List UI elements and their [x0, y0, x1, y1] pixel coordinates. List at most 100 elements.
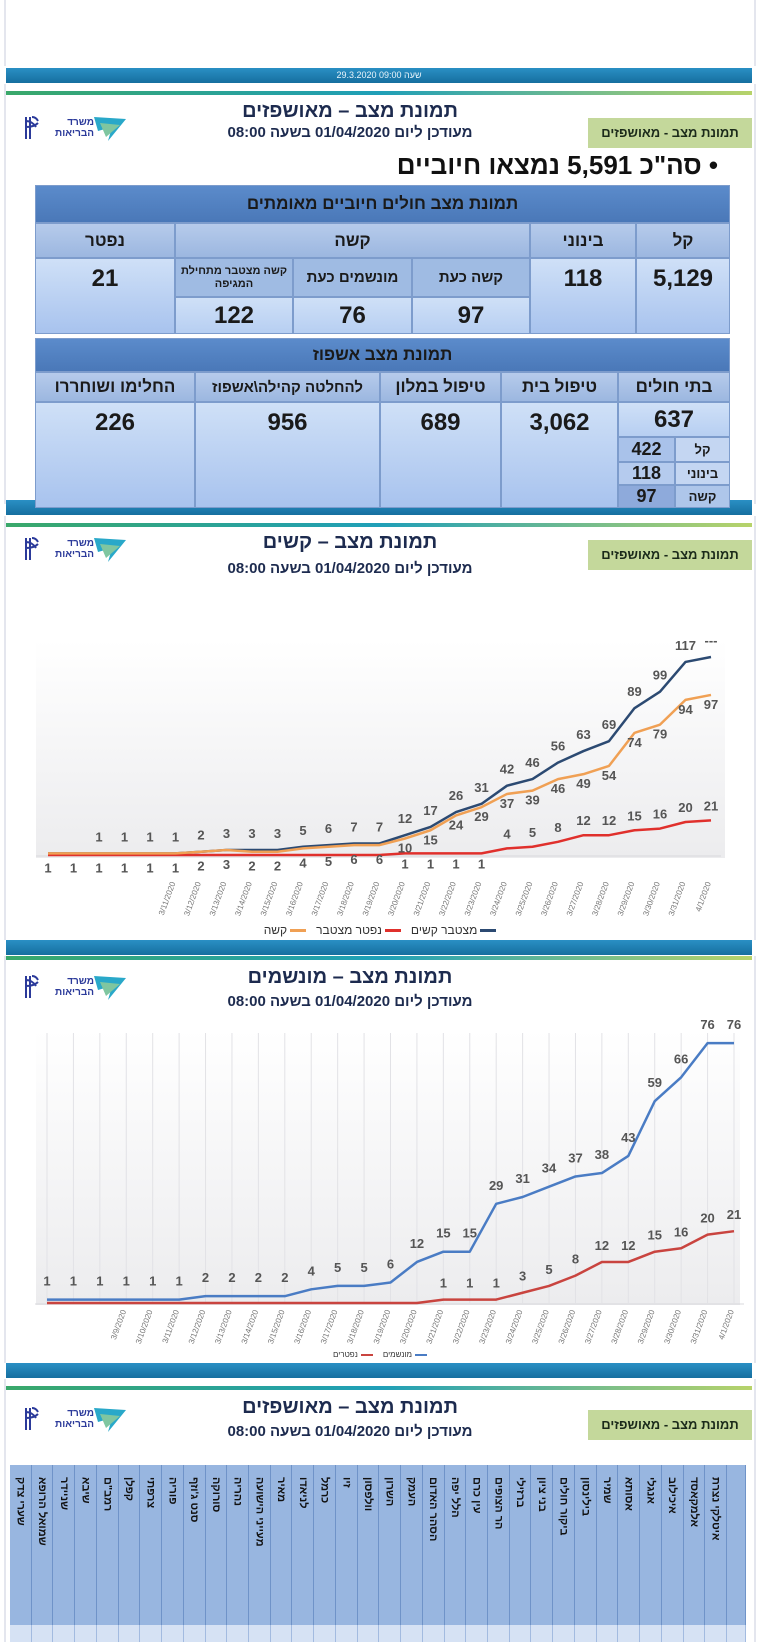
data-cell — [618, 1625, 641, 1642]
slide-subtitle: מעודכן ליום 01/04/2020 בשעה 08:00 — [227, 560, 473, 577]
data-cell — [574, 1625, 597, 1642]
legend-item: קשה — [263, 923, 307, 937]
legend-label: נפטר מצטבר — [316, 923, 382, 937]
table-title: תמונת מצב אשפוז — [35, 338, 730, 372]
section-label: תמונת מצב - מאושפזים — [588, 1410, 752, 1440]
data-cell — [75, 1625, 97, 1642]
logo-text: משרד הבריאות — [55, 976, 94, 998]
ministry-of-health-logo-icon — [25, 116, 126, 141]
ministry-logo: משרד הבריאות — [24, 972, 130, 1002]
header-hotel: טיפול במלון — [380, 372, 501, 402]
column-header: עין כרם — [466, 1465, 488, 1625]
data-cell — [509, 1625, 532, 1642]
logo-text: משרד הבריאות — [55, 1408, 94, 1430]
breakdown-label: בינוני — [675, 462, 730, 485]
slide-title: תמונת מצב – מונשמים — [247, 966, 453, 988]
data-cell — [553, 1625, 575, 1642]
legend-label: קשה — [263, 923, 288, 937]
header-mild: קל — [636, 223, 730, 258]
chart-1-legend: מצטבר קשים נפטר מצטבר קשה — [230, 923, 530, 937]
data-cell — [640, 1625, 662, 1642]
data-cell — [488, 1625, 510, 1642]
data-cell — [422, 1625, 445, 1642]
data-cell — [270, 1625, 293, 1642]
legend-label: נפטרים — [332, 1350, 358, 1359]
data-cell — [466, 1625, 488, 1642]
header-home: טיפול בית — [501, 372, 618, 402]
slide-2 — [4, 516, 756, 940]
column-header: לניאדו — [292, 1465, 315, 1625]
column-header: סנט ג'וזף — [183, 1465, 206, 1625]
column-header: שמואל הרופא — [31, 1465, 54, 1625]
header-severe-cumulative: קשה מצטבר מתחילת המגיפה — [175, 258, 293, 297]
data-cell — [727, 1625, 746, 1642]
column-header: פוריה — [162, 1465, 184, 1625]
legend-label: מונשמים — [382, 1350, 413, 1359]
column-header: בני ציון — [531, 1465, 554, 1625]
column-header: אנגלי — [640, 1465, 662, 1625]
header-moderate: בינוני — [530, 223, 636, 258]
column-header: אסותא — [618, 1465, 641, 1625]
legend-label: מצטבר קשים — [410, 923, 478, 937]
column-header: שיבא — [75, 1465, 97, 1625]
data-cell — [96, 1625, 119, 1642]
column-header: מעייני הישועה — [249, 1465, 271, 1625]
data-cell — [596, 1625, 619, 1642]
value-moderate: 118 — [530, 258, 636, 334]
header-severe-now: קשה כעת — [412, 258, 530, 297]
divider — [6, 523, 752, 527]
value-ventilated-now: 76 — [293, 297, 412, 334]
data-cell — [140, 1625, 163, 1642]
header-pending: להחלטה קהילה\אשפוז — [195, 372, 380, 402]
breakdown-value: 118 — [618, 462, 675, 485]
value-severe-cumulative: 122 — [175, 297, 293, 334]
data-cell — [53, 1625, 76, 1642]
column-header: הסהר האדום — [422, 1465, 445, 1625]
column-header: כרמל — [314, 1465, 336, 1625]
legend-item: נפטרים — [333, 1350, 373, 1359]
section-label: תמונת מצב - מאושפזים — [588, 118, 752, 148]
slide-3 — [4, 956, 756, 1363]
logo-text: משרד הבריאות — [55, 538, 94, 560]
ministry-of-health-logo-icon — [25, 537, 126, 562]
column-header: הר הצופים — [488, 1465, 510, 1625]
slide-subtitle: מעודכן ליום 01/04/2020 בשעה 08:00 — [227, 993, 473, 1010]
column-header: שערי צדק — [10, 1465, 32, 1625]
legend-swatch — [290, 928, 307, 932]
header-hospitals: בתי חולים — [618, 372, 730, 402]
value-severe-now: 97 — [412, 297, 530, 334]
column-header: ברזילי — [509, 1465, 532, 1625]
column-header: איכילוב — [661, 1465, 684, 1625]
section-label: תמונת מצב - מאושפזים — [588, 540, 752, 570]
header-ventilated-now: מונשמים כעת — [293, 258, 412, 297]
column-header: הלל יפה — [444, 1465, 467, 1625]
data-cell — [357, 1625, 380, 1642]
ministry-logo: משרד הבריאות — [24, 534, 130, 564]
column-header: ביקור חולים — [553, 1465, 575, 1625]
data-cell — [444, 1625, 467, 1642]
header-deceased: נפטר — [35, 223, 175, 258]
data-cell — [661, 1625, 684, 1642]
column-header: איטלקי נצרת — [705, 1465, 727, 1625]
ministry-logo: משרד הבריאות — [24, 113, 130, 143]
slide-subtitle: מעודכן ליום 01/04/2020 בשעה 08:00 — [227, 1423, 473, 1440]
value-home: 3,062 — [501, 402, 618, 508]
data-cell — [335, 1625, 358, 1642]
slide-title: תמונת מצב – קשים — [262, 531, 438, 553]
column-header: רמב"ם — [96, 1465, 119, 1625]
data-cell — [162, 1625, 184, 1642]
value-hospitals: 637 — [618, 402, 730, 437]
data-cell — [10, 1625, 32, 1642]
data-cell — [31, 1625, 54, 1642]
column-header: בילינסון — [574, 1465, 597, 1625]
data-cell — [118, 1625, 141, 1642]
column-header: מאיר — [270, 1465, 293, 1625]
legend-swatch — [480, 928, 497, 932]
breakdown-label: קל — [675, 437, 730, 462]
slide-3-footer-bar — [6, 1363, 752, 1378]
slide-subtitle: מעודכן ליום 01/04/2020 בשעה 08:00 — [227, 124, 473, 141]
chart-2-legend: מונשמים נפטרים — [300, 1350, 460, 1359]
value-hotel: 689 — [380, 402, 501, 508]
value-pending: 956 — [195, 402, 380, 508]
divider — [6, 956, 752, 960]
